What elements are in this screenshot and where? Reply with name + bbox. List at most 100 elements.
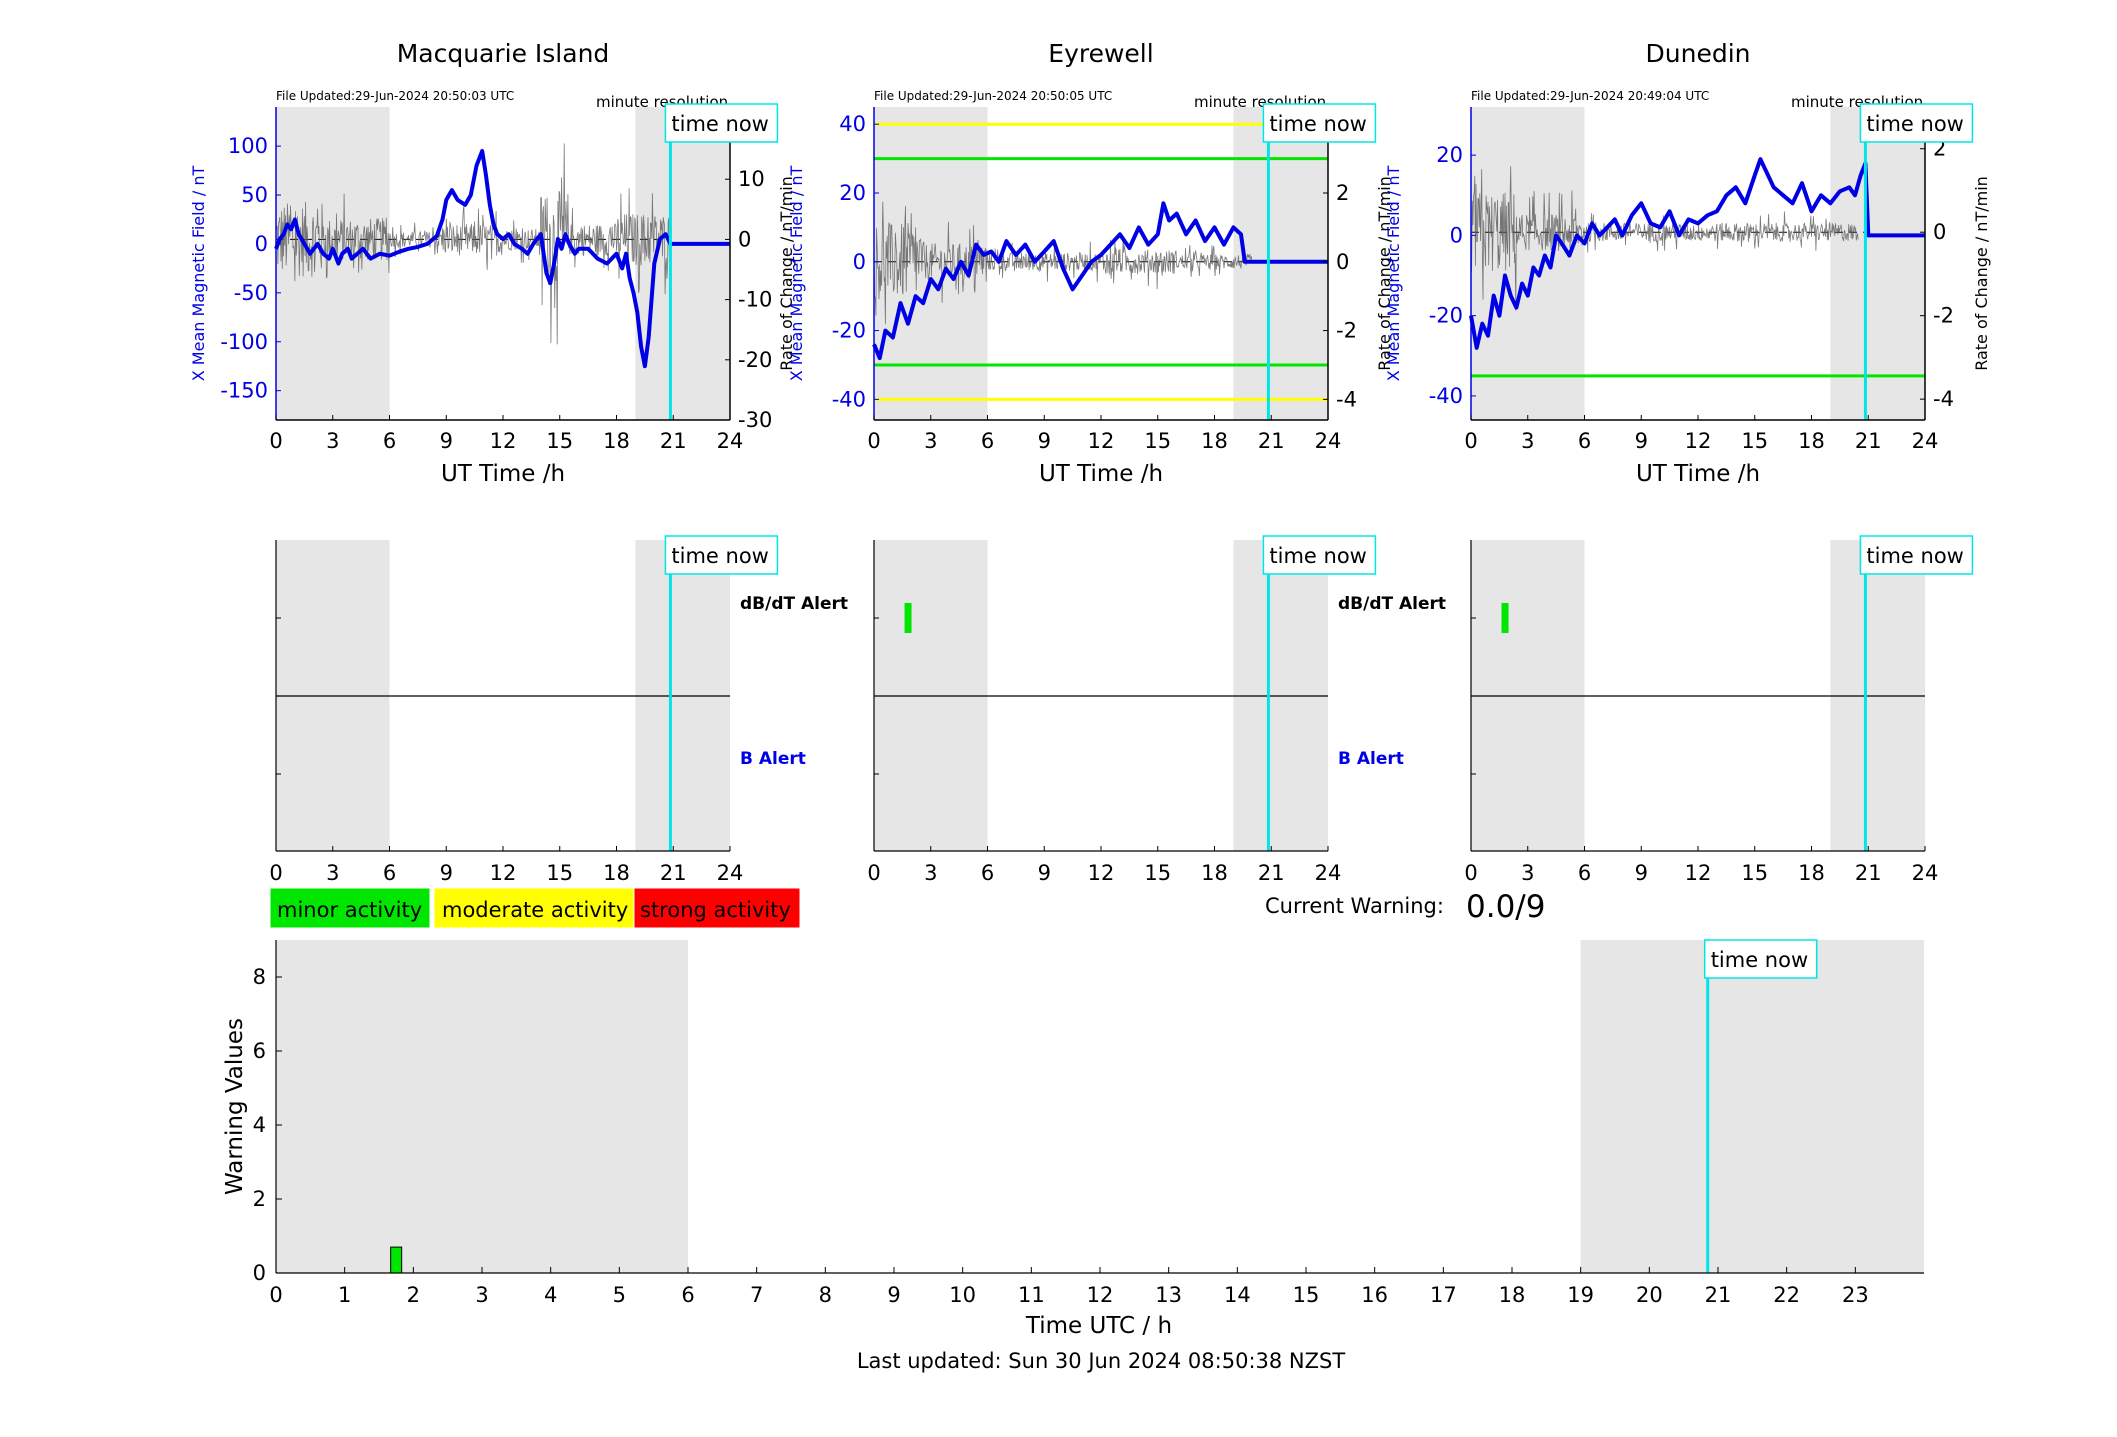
x-tick-label: 6: [981, 429, 994, 453]
x-tick-label: 8: [819, 1283, 832, 1307]
y-left-tick-label: 0: [255, 232, 268, 256]
b-alert-label: B Alert: [740, 749, 806, 769]
x-tick-label: 7: [750, 1283, 763, 1307]
file-updated-text: File Updated:29-Jun-2024 20:50:05 UTC: [874, 89, 1112, 103]
time-now-label: time now: [1866, 544, 1963, 568]
x-tick-label: 24: [1912, 861, 1939, 885]
y-tick-label: 4: [253, 1113, 266, 1137]
y-left-tick-label: 50: [241, 183, 268, 207]
x-tick-label: 20: [1636, 1283, 1663, 1307]
time-now-box: [1859, 535, 1974, 575]
x-tick-label: 1: [338, 1283, 351, 1307]
y-right-tick-label: -30: [738, 408, 772, 432]
last-updated-text: Last updated: Sun 30 Jun 2024 08:50:38 N…: [857, 1349, 1346, 1373]
x-tick-label: 24: [717, 861, 744, 885]
x-tick-label: 18: [603, 429, 630, 453]
x-tick-label: 3: [326, 429, 339, 453]
time-now-box: [1859, 103, 1974, 143]
x-tick-label: 21: [660, 429, 687, 453]
night-shading: [635, 107, 730, 420]
y-left-tick-label: -50: [234, 281, 268, 305]
y-tick-label: 8: [253, 965, 266, 989]
file-updated-text: File Updated:29-Jun-2024 20:50:03 UTC: [276, 89, 514, 103]
y-left-tick-label: 0: [853, 250, 866, 274]
x-tick-label: 24: [1315, 429, 1342, 453]
warning-values-chart: 0 1 2 3 4 5 6 7 8 9 10 11 12 13 14 15 16 17 18 19 20 21 22 2302…: [222, 939, 1924, 1339]
alert-panel-2: 0 3 6 9 12 15 18 21 24 dB/dT Alert B Alert time now: [867, 535, 1446, 885]
x-tick-label: 15: [1741, 861, 1768, 885]
y-right-tick-label: -4: [1933, 387, 1954, 411]
x-tick-label: 24: [1315, 861, 1342, 885]
night-shading: [1580, 940, 1924, 1273]
x-tick-label: 2: [407, 1283, 420, 1307]
x-tick-label: 9: [1038, 861, 1051, 885]
x-tick-label: 23: [1842, 1283, 1869, 1307]
station-title: Eyrewell: [1048, 39, 1153, 68]
y-right-tick-label: -10: [738, 288, 772, 312]
x-tick-label: 3: [924, 429, 937, 453]
y-right-tick-label: 0: [738, 227, 751, 251]
x-tick-label: 6: [383, 861, 396, 885]
x-tick-label: 6: [383, 429, 396, 453]
time-now-box: [664, 535, 779, 575]
y-left-tick-label: -100: [220, 330, 268, 354]
legend-strong-label: strong activity: [640, 898, 791, 922]
x-tick-label: 18: [603, 861, 630, 885]
x-axis-label: Time UTC / h: [1025, 1313, 1172, 1339]
y-left-axis-label: X Mean Magnetic Field / nT: [1384, 166, 1403, 382]
x-tick-label: 9: [1038, 429, 1051, 453]
x-tick-label: 0: [867, 861, 880, 885]
y-right-tick-label: -4: [1336, 387, 1357, 411]
field-plot-1: 03691215182124100500-50-100-15020100-10-…: [189, 39, 796, 487]
night-shading: [276, 107, 390, 420]
x-tick-label: 3: [924, 861, 937, 885]
y-right-axis-label: Rate of Change / nT/min: [1972, 176, 1991, 371]
x-tick-label: 18: [1201, 429, 1228, 453]
y-left-tick-label: -20: [832, 319, 866, 343]
dbdt-alert-label: dB/dT Alert: [740, 594, 848, 614]
x-tick-label: 14: [1224, 1283, 1251, 1307]
y-tick-label: 2: [253, 1187, 266, 1211]
mean-field-line: [872, 201, 1328, 361]
x-tick-label: 6: [681, 1283, 694, 1307]
legend-moderate-swatch: [433, 887, 635, 929]
x-axis-label: UT Time /h: [1636, 461, 1760, 487]
x-tick-label: 4: [544, 1283, 557, 1307]
time-now-box: [1703, 939, 1818, 979]
x-axis-label: UT Time /h: [1039, 461, 1163, 487]
x-tick-label: 9: [440, 429, 453, 453]
x-tick-label: 5: [613, 1283, 626, 1307]
x-tick-label: 9: [887, 1283, 900, 1307]
y-right-tick-label: 0: [1336, 250, 1349, 274]
x-tick-label: 12: [490, 861, 517, 885]
time-now-label: time now: [1866, 112, 1963, 136]
y-left-tick-label: -150: [220, 379, 268, 403]
x-tick-label: 24: [1912, 429, 1939, 453]
x-tick-label: 0: [1464, 429, 1477, 453]
b-alert-label: B Alert: [1338, 749, 1404, 769]
x-tick-label: 0: [867, 429, 880, 453]
x-tick-label: 24: [717, 429, 744, 453]
x-tick-label: 21: [1705, 1283, 1732, 1307]
x-axis-label: UT Time /h: [441, 461, 565, 487]
x-tick-label: 9: [1635, 429, 1648, 453]
y-left-axis-label: X Mean Magnetic Field / nT: [787, 166, 806, 382]
legend-minor-label: minor activity: [277, 898, 422, 922]
x-tick-label: 12: [1088, 861, 1115, 885]
x-tick-label: 0: [269, 1283, 282, 1307]
mean-field-line: [274, 149, 730, 369]
x-tick-label: 21: [1855, 429, 1882, 453]
field-plot-3: 0 3 6 9 12 15 18 21 24200-20-4020-2-4DunedinFile…: [1384, 39, 1991, 487]
x-tick-label: 3: [1521, 861, 1534, 885]
station-title: Macquarie Island: [397, 39, 610, 68]
x-tick-label: 22: [1773, 1283, 1800, 1307]
current-warning-label: Current Warning:: [1265, 894, 1444, 918]
rate-of-change-line: [1470, 166, 1859, 311]
rate-of-change-line: [275, 143, 672, 345]
x-tick-label: 21: [660, 861, 687, 885]
time-now-box: [664, 103, 779, 143]
file-updated-text: File Updated:29-Jun-2024 20:49:04 UTC: [1471, 89, 1709, 103]
y-tick-label: 0: [253, 1261, 266, 1285]
rate-of-change-line: [873, 201, 1253, 325]
